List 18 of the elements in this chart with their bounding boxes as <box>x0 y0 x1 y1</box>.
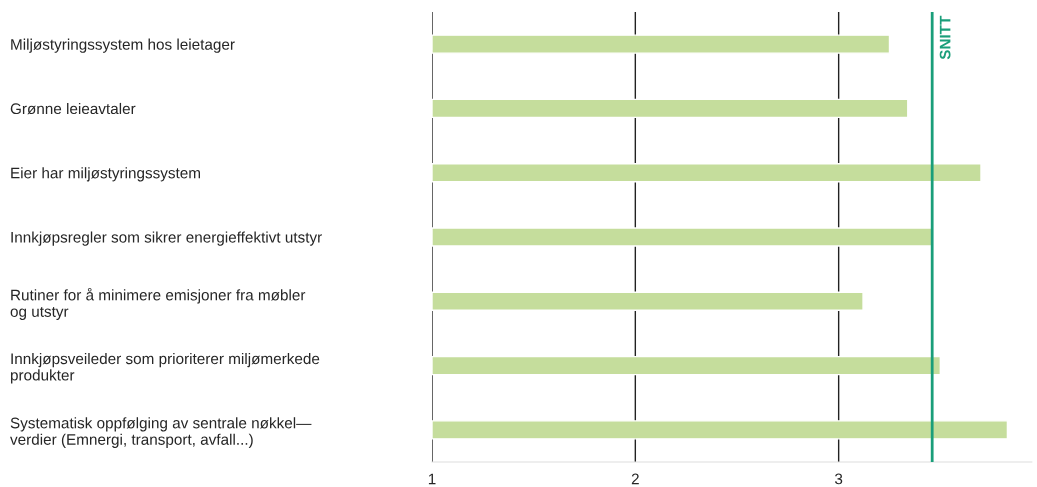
x-tick-label: 1 <box>428 473 436 485</box>
x-tick-label: 3 <box>834 473 843 485</box>
y-tick-label: Systematisk oppfølging av sentrale nøkkel— verdier (Emnergi, transport, avfall...) <box>10 417 312 448</box>
bar <box>432 355 942 376</box>
y-tick-label: Eier har miljøstyringssystem <box>11 167 200 182</box>
y-tick-label: Miljøstyringssystem hos leietager <box>11 38 235 53</box>
ref-line-label: SNITT <box>939 15 951 60</box>
x-tick-label: 2 <box>631 473 639 485</box>
bar <box>432 34 891 54</box>
y-tick-label: Grønne leieavtaler <box>10 102 136 115</box>
y-tick-label: Rutiner for å minimere emisjoner fra møbler og utstyr <box>10 288 306 320</box>
bar <box>432 163 982 183</box>
y-tick-label: Innkjøpsregler som sikrer energieffektivt utstyr <box>11 231 322 246</box>
bar <box>432 420 1009 440</box>
y-tick-label: Innkjøpsveileder som prioriterer miljømerkede produkter <box>10 352 320 384</box>
bar <box>432 227 933 247</box>
bar <box>432 291 864 311</box>
bar <box>432 98 909 119</box>
